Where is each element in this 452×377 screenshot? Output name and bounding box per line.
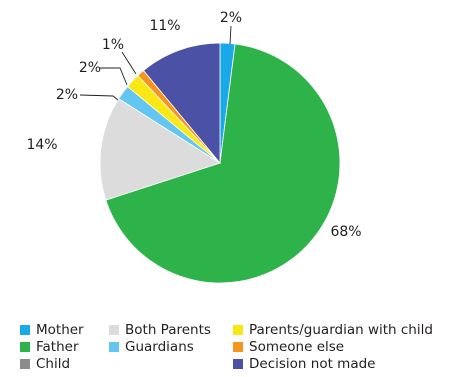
slice-label-mother: 2% (220, 10, 242, 26)
slice-label-guardians: 2% (56, 87, 78, 103)
slice-label-decision-not-made: 11% (149, 18, 180, 34)
legend-item-someone-else: Someone else (233, 339, 344, 355)
legend-swatch-guardians (109, 342, 119, 352)
slice-label-parents-guardian-with-child: 2% (79, 60, 101, 76)
slice-label-both-parents: 14% (26, 137, 57, 153)
legend-swatch-decision-not-made (233, 359, 243, 369)
legend-item-decision-not-made: Decision not made (233, 356, 375, 372)
legend-swatch-father (20, 342, 30, 352)
legend-item-father: Father (20, 339, 79, 355)
legend-swatch-mother (20, 325, 30, 335)
legend-label-decision-not-made: Decision not made (249, 356, 376, 372)
legend-swatch-someone-else (233, 342, 243, 352)
legend-item-guardians: Guardians (109, 339, 194, 355)
legend-swatch-child (20, 359, 30, 369)
legend-item-mother: Mother (20, 322, 84, 338)
legend: Mother Father Child Both Parents Guardia… (0, 318, 452, 377)
legend-swatch-both-parents (109, 325, 119, 335)
legend-label-someone-else: Someone else (249, 339, 345, 355)
pie-slice-father (105, 43, 341, 284)
legend-item-parents-guardian-with-child: Parents/guardian with child (233, 322, 433, 338)
legend-label-both-parents: Both Parents (125, 322, 211, 338)
legend-label-mother: Mother (36, 322, 84, 338)
leader-lines (79, 25, 232, 101)
slice-label-father: 68% (330, 224, 361, 240)
slice-labels: 2%68%14%2%2%1%11% (26, 10, 361, 240)
slice-label-someone-else: 1% (102, 37, 124, 53)
legend-label-guardians: Guardians (125, 339, 194, 355)
legend-label-father: Father (36, 339, 79, 355)
pie-slice-both-parents (99, 98, 221, 201)
pie-slices (99, 42, 341, 284)
leader-line-someone-else (121, 51, 137, 75)
pie-slice-decision-not-made (142, 42, 221, 165)
legend-swatch-parents-guardian-with-child (233, 325, 243, 335)
leader-line-mother (229, 25, 232, 45)
legend-label-child: Child (36, 356, 71, 372)
legend-item-child: Child (20, 356, 70, 372)
pie-chart: 2%68%14%2%2%1%11% (26, 10, 362, 284)
leader-line-parents-guardian-with-child (100, 67, 128, 86)
legend-label-parents-guardian-with-child: Parents/guardian with child (249, 322, 433, 338)
leader-line-guardians (79, 94, 119, 101)
legend-item-both-parents: Both Parents (109, 322, 211, 338)
